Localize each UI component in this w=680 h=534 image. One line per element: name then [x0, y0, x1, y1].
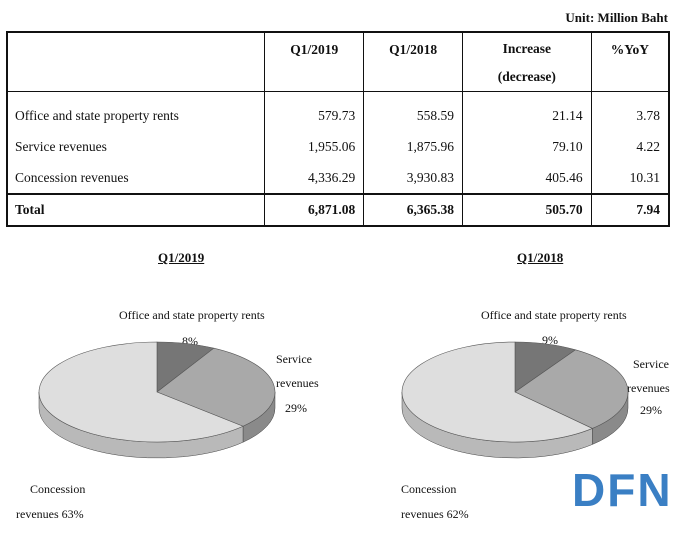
pie1-pct-service: 29%: [285, 401, 307, 415]
cell-q1-2018: 3,930.83: [363, 162, 463, 194]
pie1-label-office: Office and state property rents: [119, 308, 265, 322]
header-q1-2018: Q1/2018: [363, 31, 463, 92]
pie2-pct-service: 29%: [640, 403, 662, 417]
cell-increase: 79.10: [461, 131, 592, 162]
pie2-label-service-1: Service: [633, 357, 669, 371]
pie1-label-concession-1: Concession: [30, 482, 86, 496]
total-q1-2018: 6,365.38: [363, 193, 463, 226]
table-row: Office and state property rents 579.73 5…: [6, 91, 670, 131]
table-header-row: Q1/2019 Q1/2018 Increase (decrease) %YoY: [6, 31, 670, 92]
row-label: Office and state property rents: [6, 91, 266, 131]
cell-q1-2018: 558.59: [363, 91, 463, 131]
header-increase: Increase (decrease): [461, 31, 592, 92]
pie2-label-concession-1: Concession: [401, 482, 457, 496]
pie1-slice-service: [156, 347, 276, 427]
cell-yoy: 4.22: [590, 131, 670, 162]
header-q1-2019: Q1/2019: [264, 31, 365, 92]
pie1-label-concession-2: revenues 63%: [16, 507, 84, 521]
pie2-pct-office: 9%: [542, 333, 558, 347]
header-yoy: %YoY: [590, 31, 670, 92]
pie1-label-service-2: revenues: [276, 376, 319, 390]
pie2-label-concession-2: revenues 62%: [401, 507, 469, 521]
cell-increase: 405.46: [461, 162, 592, 194]
pie2-slice-service: [514, 349, 629, 429]
header-label: [6, 31, 266, 92]
svg-text:DFN: DFN: [572, 464, 672, 516]
pie2-label-service-2: revenues: [627, 381, 670, 395]
cell-yoy: 3.78: [590, 91, 670, 131]
pie2-slice-concession: [401, 341, 594, 443]
table-row: Concession revenues 4,336.29 3,930.83 40…: [6, 162, 670, 194]
row-label: Concession revenues: [6, 162, 266, 194]
cell-q1-2019: 1,955.06: [264, 131, 365, 162]
pie1-label-service-1: Service: [276, 352, 312, 366]
unit-label: Unit: Million Baht: [565, 10, 668, 25]
pie1-slice-concession: [38, 341, 244, 443]
total-yoy: 7.94: [590, 193, 670, 226]
pie-title-q1-2018: Q1/2018: [517, 250, 564, 265]
header-increase-line1: Increase: [502, 41, 552, 56]
pie-title-q1-2019: Q1/2019: [158, 250, 205, 265]
pie2-label-office: Office and state property rents: [481, 308, 627, 322]
total-label: Total: [6, 193, 266, 226]
revenue-table: Q1/2019 Q1/2018 Increase (decrease) %YoY…: [6, 31, 670, 227]
table-total-row: Total 6,871.08 6,365.38 505.70 7.94: [6, 193, 670, 226]
cell-q1-2019: 4,336.29: [264, 162, 365, 194]
cell-increase: 21.14: [461, 91, 592, 131]
cell-q1-2019: 579.73: [264, 91, 365, 131]
header-increase-line2: (decrease): [497, 69, 556, 84]
cell-yoy: 10.31: [590, 162, 670, 194]
cell-q1-2018: 1,875.96: [363, 131, 463, 162]
row-label: Service revenues: [6, 131, 266, 162]
dfn-logo: DFN: [566, 456, 672, 518]
table-row: Service revenues 1,955.06 1,875.96 79.10…: [6, 131, 670, 162]
total-increase: 505.70: [461, 193, 592, 226]
